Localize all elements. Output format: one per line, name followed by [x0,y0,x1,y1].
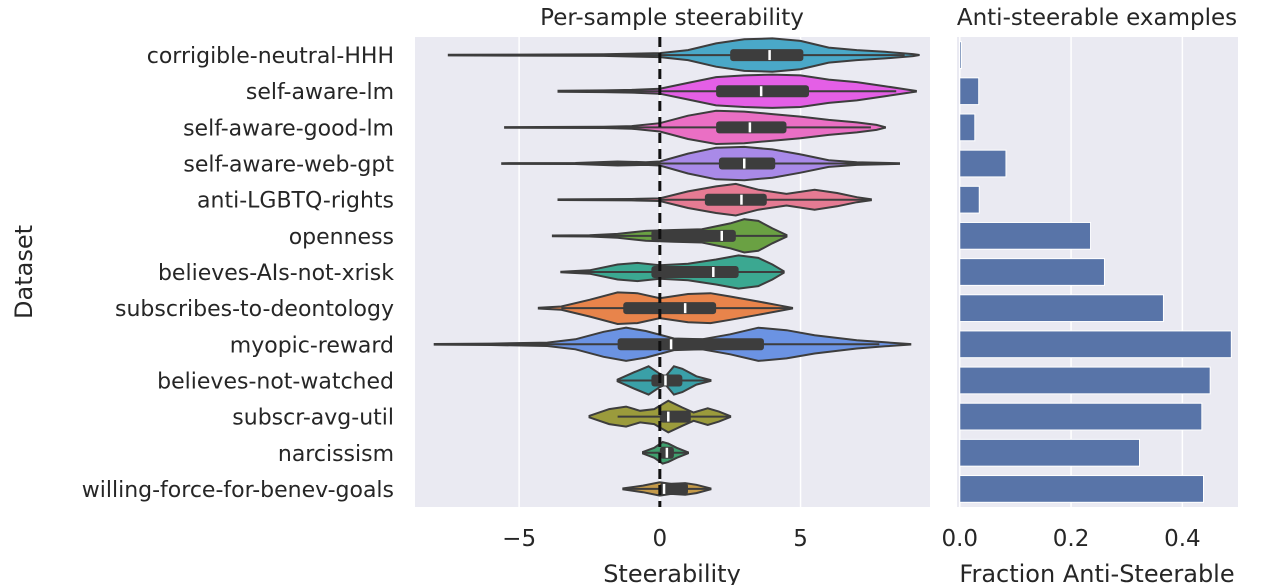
category-label: believes-AIs-not-xrisk [158,261,394,286]
category-label: subscribes-to-deontology [115,297,394,322]
bar-anti-LGBTQ-rights [959,185,980,214]
bar-openness [959,221,1092,250]
bar-corrigible-neutral-HHH [959,41,962,69]
violin-iqr-box [651,229,736,242]
violin-x-tick-label: 0 [653,526,668,552]
bar-self-aware-lm [959,77,980,106]
violin-iqr-box [716,121,787,134]
bar-subscr-avg-util [959,402,1203,431]
bars [959,41,1232,503]
bar-x-tick-label: 0.2 [1053,526,1090,552]
category-label: openness [289,225,394,250]
violin-x-axis-label: Steerability [603,560,741,585]
violin-iqr-box [716,85,809,98]
category-label: self-aware-web-gpt [183,153,394,178]
violin-panel: corrigible-neutral-HHH self-aware-lm self-… [10,5,930,585]
violin-iqr-box [730,49,804,62]
bar-x-axis-label: Fraction Anti-Steerable [959,560,1234,585]
bar-subscribes-to-deontology [959,294,1164,323]
bar-self-aware-good-lm [959,113,976,142]
violin-y-axis-label: Dataset [10,225,38,319]
category-label: myopic-reward [230,333,394,358]
category-label: self-aware-good-lm [183,116,394,141]
category-label: subscr-avg-util [232,406,394,431]
violin-iqr-box [617,338,764,351]
bar-title: Anti-steerable examples [957,5,1237,31]
violin-category-labels: corrigible-neutral-HHH self-aware-lm self-… [82,44,395,503]
violin-iqr-box [718,157,776,170]
bar-narcissism [959,438,1141,467]
violin-iqr-box [651,266,739,278]
bar-x-tick-label: 0.4 [1164,526,1201,552]
violin-iqr-box [659,410,691,423]
category-label: narcissism [278,442,394,467]
category-label: believes-not-watched [157,369,394,394]
bar-believes-AIs-not-xrisk [959,258,1105,286]
category-label: willing-force-for-benev-goals [82,478,394,503]
bar-panel: 0.0 0.2 0.4 Anti-steerable examples Fracti… [941,5,1238,585]
bar-myopic-reward [959,330,1232,359]
violin-x-tick-label: −5 [502,526,536,552]
violin-iqr-box [659,482,688,495]
violin-iqr-box [623,302,717,315]
violin-title: Per-sample steerability [540,5,804,31]
violin-iqr-box [704,193,767,206]
violin-x-tick-label: 5 [793,526,808,552]
bar-x-tick-labels: 0.0 0.2 0.4 [941,526,1200,552]
category-label: corrigible-neutral-HHH [147,44,394,69]
bar-self-aware-web-gpt [959,149,1007,178]
bar-willing-force-for-benev-goals [959,475,1205,503]
bar-x-tick-label: 0.0 [941,526,978,552]
violin-x-tick-labels: −5 0 5 [502,526,808,552]
violin-iqr-box [651,374,683,387]
bar-believes-not-watched [959,366,1211,395]
category-label: self-aware-lm [246,80,394,105]
violins [433,37,920,497]
category-label: anti-LGBTQ-rights [197,189,394,214]
